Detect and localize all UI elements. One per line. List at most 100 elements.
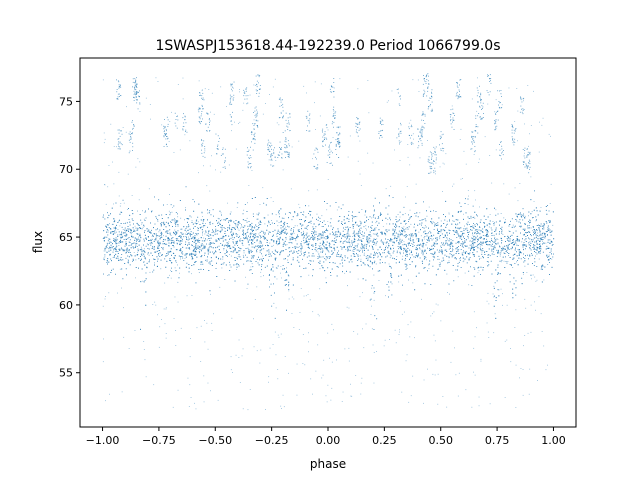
data-point — [204, 240, 206, 242]
data-point — [424, 225, 426, 226]
data-point — [360, 247, 362, 249]
data-point — [371, 287, 373, 289]
data-point — [240, 227, 241, 229]
data-point — [485, 229, 486, 231]
data-point — [342, 258, 344, 260]
data-point — [271, 220, 272, 221]
data-point — [235, 251, 237, 253]
data-point — [323, 245, 324, 247]
data-point — [344, 256, 346, 258]
data-point — [461, 231, 463, 232]
data-point — [214, 232, 216, 234]
data-point — [368, 237, 370, 239]
data-point — [501, 230, 503, 232]
data-point — [163, 235, 164, 237]
data-point — [299, 207, 301, 209]
data-point — [229, 246, 231, 248]
data-point — [410, 243, 412, 244]
data-point — [399, 241, 401, 243]
data-point — [264, 223, 266, 225]
data-point — [551, 258, 553, 260]
data-point — [199, 248, 201, 250]
data-point — [142, 210, 143, 212]
data-point — [543, 235, 545, 237]
data-point — [119, 234, 121, 236]
data-point — [307, 236, 309, 237]
data-point — [481, 245, 483, 246]
data-point — [446, 273, 448, 275]
data-point — [319, 246, 320, 247]
data-point — [306, 229, 308, 230]
data-point — [191, 253, 193, 255]
data-point — [148, 254, 150, 256]
data-point — [133, 243, 135, 244]
data-point — [163, 223, 165, 225]
data-point — [481, 251, 483, 253]
data-point — [177, 281, 179, 283]
data-point — [137, 210, 138, 212]
data-point — [376, 238, 378, 240]
data-point — [143, 218, 145, 220]
data-point — [512, 224, 514, 226]
data-point — [529, 219, 531, 221]
data-point — [302, 238, 304, 240]
data-point — [246, 217, 248, 219]
data-point — [249, 225, 251, 227]
data-point — [140, 246, 142, 248]
data-point — [106, 244, 107, 246]
data-point — [456, 224, 458, 226]
data-point — [388, 251, 390, 253]
data-point — [452, 220, 454, 222]
data-point — [365, 255, 367, 257]
data-point — [145, 258, 147, 260]
data-point — [481, 242, 483, 244]
data-point — [247, 239, 249, 241]
data-point — [370, 240, 372, 242]
data-point — [538, 258, 540, 260]
data-point — [449, 293, 450, 295]
data-point — [244, 219, 246, 221]
data-point — [207, 212, 209, 214]
data-point — [552, 224, 554, 226]
data-point — [314, 228, 316, 229]
data-point — [401, 242, 403, 243]
data-point — [285, 226, 287, 228]
data-point — [188, 236, 189, 238]
data-point — [308, 246, 309, 248]
data-point — [206, 234, 208, 236]
data-point — [104, 256, 106, 258]
data-point — [224, 279, 226, 280]
data-point — [418, 231, 420, 233]
data-point — [390, 266, 392, 268]
data-point — [377, 216, 379, 217]
data-point — [363, 252, 365, 254]
data-point — [439, 262, 441, 263]
data-point — [235, 225, 237, 227]
data-point — [375, 263, 377, 265]
data-point — [285, 272, 287, 274]
data-point — [499, 255, 501, 257]
data-point — [539, 234, 541, 236]
data-point — [375, 227, 377, 229]
data-point — [205, 223, 206, 224]
data-point — [251, 239, 253, 241]
data-point — [507, 261, 509, 262]
data-point — [310, 223, 312, 224]
data-point — [175, 262, 177, 263]
data-point — [550, 232, 551, 233]
data-point — [242, 254, 244, 256]
data-point — [296, 246, 298, 248]
data-point — [222, 244, 223, 245]
data-point — [508, 255, 509, 256]
data-point — [452, 247, 453, 249]
data-point — [516, 261, 517, 263]
data-point — [480, 236, 482, 238]
data-point — [458, 228, 460, 230]
data-point — [269, 242, 271, 244]
data-point — [359, 255, 361, 257]
data-point — [293, 237, 294, 239]
data-point — [456, 233, 458, 235]
data-point — [258, 242, 260, 244]
data-point — [214, 243, 215, 244]
data-point — [506, 246, 508, 248]
